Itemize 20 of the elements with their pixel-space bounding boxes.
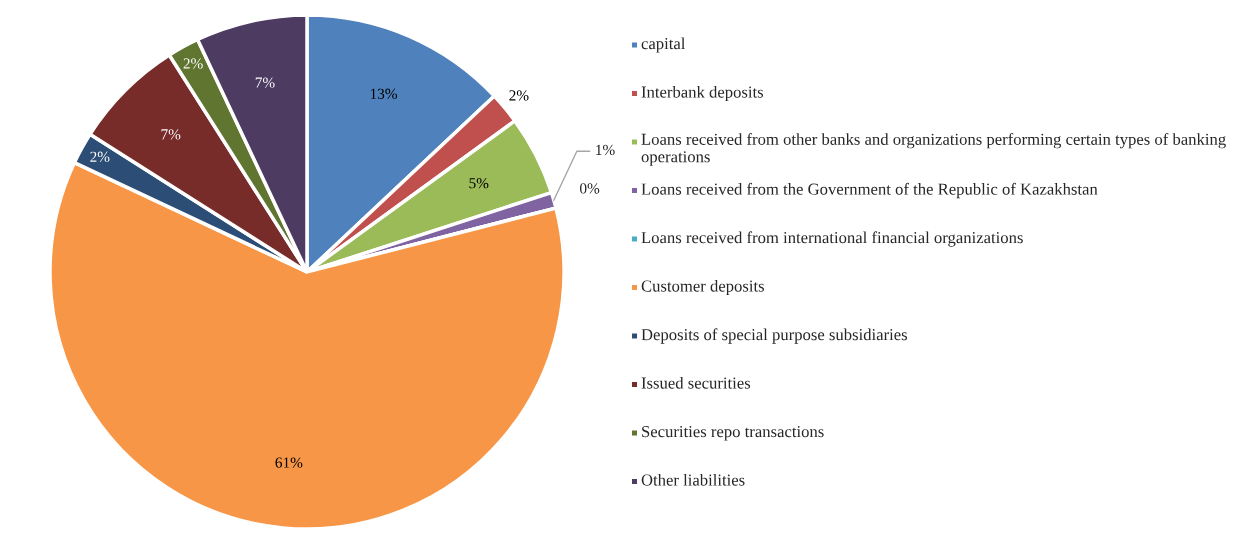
- data-label: 61%: [275, 457, 303, 468]
- legend-label: capital: [641, 37, 686, 53]
- legend-label: Other liabilities: [641, 473, 745, 486]
- legend-label: Deposits of special purpose subsidiaries: [641, 328, 908, 344]
- legend-label: Loans received from international financial organizations: [641, 231, 1023, 247]
- data-label: 2%: [509, 90, 529, 101]
- legend-label: Interbank deposits: [641, 85, 764, 102]
- text: 0%: [580, 183, 600, 194]
- legend-label: Loans received from other banks and organizations performing certain types of banking operations: [641, 133, 1226, 166]
- data-label: 1%: [596, 144, 615, 156]
- data-label: 13%: [370, 88, 398, 99]
- legend-label: Securities repo transactions: [642, 425, 824, 441]
- data-label: 7%: [161, 129, 181, 140]
- legend-label: Issued securities: [641, 376, 751, 389]
- data-label: 5%: [469, 178, 489, 189]
- legend-label: Customer deposits: [641, 279, 765, 296]
- data-label: 2%: [183, 58, 203, 69]
- data-label: 2%: [90, 151, 110, 162]
- legend-label: Loans received from the Government of the Republic of Kazakhstan: [641, 182, 1098, 199]
- data-label: 7%: [255, 77, 275, 88]
